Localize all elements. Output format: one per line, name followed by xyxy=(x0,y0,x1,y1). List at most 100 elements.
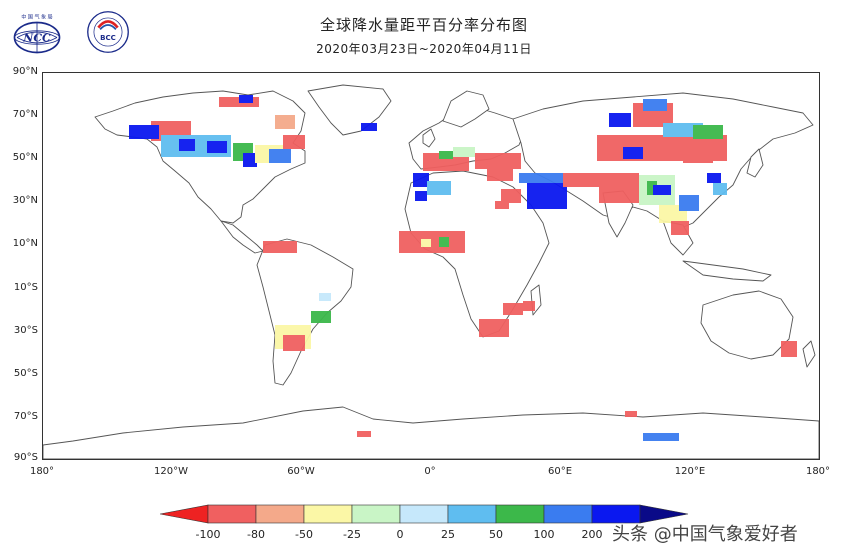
ncc-logo: NCC 中 国 气 象 局 xyxy=(13,13,61,54)
colorbar-bin xyxy=(399,504,449,524)
map-date-range: 2020年03月23日~2020年04月11日 xyxy=(316,42,532,56)
colorbar xyxy=(160,504,689,524)
colorbar-bin xyxy=(351,504,401,524)
map-title: 全球降水量距平百分率分布图 xyxy=(319,16,528,34)
watermark-text: 头条 @中国气象爱好者 xyxy=(612,524,798,545)
anomaly-patch xyxy=(563,173,603,187)
anomaly-patch xyxy=(439,237,449,247)
anomaly-patch xyxy=(243,153,257,167)
greenland-outline xyxy=(307,84,392,136)
colorbar-bin xyxy=(543,504,593,524)
anomaly-patch xyxy=(519,173,575,183)
anomaly-patch xyxy=(653,185,671,195)
anomaly-patch xyxy=(495,201,509,209)
colorbar-label: 200 xyxy=(581,528,603,541)
anomaly-patch xyxy=(475,153,521,169)
anomaly-patch xyxy=(361,123,377,131)
anomaly-patch xyxy=(713,183,727,195)
colorbar-bin xyxy=(207,504,257,524)
anomaly-patch xyxy=(263,241,297,253)
lon-label: 120°E xyxy=(674,466,706,477)
south-america-outline xyxy=(256,238,354,386)
anomaly-patch xyxy=(421,239,431,247)
anomaly-patch xyxy=(239,95,253,103)
bcc-logo: BCC xyxy=(87,11,129,53)
anomaly-patches xyxy=(129,95,797,441)
anomaly-patch xyxy=(207,141,227,153)
colorbar-label: -80 xyxy=(247,528,265,541)
britain-outline xyxy=(422,128,436,148)
anomaly-patch xyxy=(599,173,639,203)
anomaly-patch xyxy=(647,181,657,195)
colorbar-label: 100 xyxy=(533,528,555,541)
indonesia-outline xyxy=(682,260,772,282)
anomaly-patch xyxy=(479,319,509,337)
anomaly-patch xyxy=(129,125,159,139)
central-america-outline xyxy=(220,220,264,254)
precipitation-anomaly-map xyxy=(42,72,820,460)
anomaly-patch xyxy=(707,173,721,183)
anomaly-patch xyxy=(453,147,475,157)
anomaly-patch xyxy=(275,115,295,129)
new-zealand-outline xyxy=(802,340,816,368)
lon-label: 180° xyxy=(805,466,831,477)
anomaly-patch xyxy=(503,303,523,315)
lon-label: 180° xyxy=(29,466,55,477)
anomaly-patch xyxy=(609,113,631,127)
lon-label: 0° xyxy=(424,466,436,477)
anomaly-patch xyxy=(781,341,797,357)
anomaly-patch xyxy=(643,433,679,441)
colorbar-bin xyxy=(495,504,545,524)
world-map-svg xyxy=(43,84,819,459)
colorbar-label: 0 xyxy=(396,528,404,541)
anomaly-patch xyxy=(523,301,535,311)
scandinavia-outline xyxy=(442,90,490,128)
anomaly-patch xyxy=(625,411,637,417)
colorbar-label: -25 xyxy=(343,528,361,541)
ncc-logo-text: NCC xyxy=(22,32,51,45)
ncc-logo-top-text: 中 国 气 象 局 xyxy=(21,13,52,20)
lat-label: 70°S xyxy=(13,411,38,422)
lat-label: 10°N xyxy=(12,238,38,249)
anomaly-patch xyxy=(427,181,451,195)
colorbar-max-arrow xyxy=(639,504,689,524)
anomaly-patch xyxy=(283,135,305,149)
lat-label: 30°S xyxy=(13,325,38,336)
colorbar-bin xyxy=(303,504,353,524)
anomaly-patch xyxy=(357,431,371,437)
colorbar-label: -50 xyxy=(295,528,313,541)
colorbar-label: 50 xyxy=(489,528,503,541)
lon-label: 120°W xyxy=(154,466,188,477)
japan-outline xyxy=(746,148,764,178)
anomaly-patch xyxy=(679,195,699,211)
anomaly-patch xyxy=(283,335,305,351)
anomaly-patch xyxy=(671,221,689,235)
colorbar-bin xyxy=(255,504,305,524)
anomaly-patch xyxy=(179,139,195,151)
lon-label: 60°E xyxy=(547,466,573,477)
anomaly-patch xyxy=(311,311,331,323)
lat-label: 90°N xyxy=(12,66,38,77)
lat-label: 70°N xyxy=(12,109,38,120)
continent-outlines xyxy=(43,84,819,459)
lat-label: 10°S xyxy=(13,282,38,293)
anomaly-patch xyxy=(439,151,453,159)
anomaly-patch xyxy=(413,173,429,187)
lat-label: 50°S xyxy=(13,368,38,379)
colorbar-bin xyxy=(447,504,497,524)
australia-outline xyxy=(700,290,794,360)
anomaly-patch xyxy=(501,189,521,203)
lat-label: 50°N xyxy=(12,152,38,163)
anomaly-patch xyxy=(319,293,331,301)
bcc-logo-text: BCC xyxy=(100,33,116,42)
colorbar-min-arrow xyxy=(160,504,209,524)
lat-label: 30°N xyxy=(12,195,38,206)
antarctica-outline xyxy=(43,406,819,459)
anomaly-patch xyxy=(415,191,427,201)
anomaly-patch xyxy=(423,153,469,171)
anomaly-patch xyxy=(693,125,723,139)
lon-label: 60°W xyxy=(287,466,315,477)
colorbar-label: -100 xyxy=(195,528,221,541)
anomaly-patch xyxy=(643,99,667,111)
anomaly-patch xyxy=(623,147,643,159)
